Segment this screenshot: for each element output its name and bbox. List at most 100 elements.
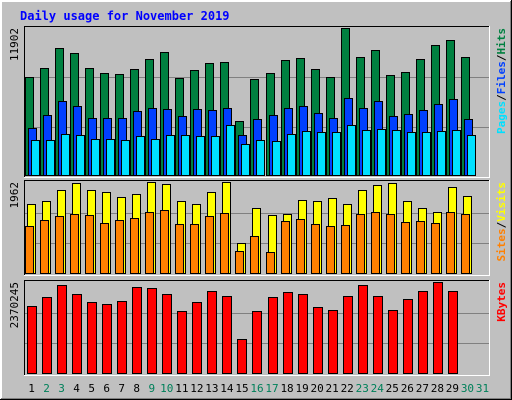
bar-pages-day-6 — [106, 139, 115, 176]
bar-pages-day-4 — [76, 135, 85, 176]
x-tick-label-day-27: 27 — [416, 382, 429, 395]
x-axis-day-labels: 1 2 3 4 5 6 7 8 9 10 11 12 13 14 15 16 17 18 19 20 21 22 23 24 2… — [28, 382, 489, 395]
bar-sites-day-9 — [145, 212, 154, 274]
bar-kbytes-day-22 — [343, 296, 353, 374]
bar-sites-day-26 — [401, 222, 410, 274]
bar-sites-day-19 — [296, 219, 305, 274]
bar-pages-day-24 — [377, 129, 386, 176]
x-tick-label-day-11: 11 — [175, 382, 188, 395]
bar-kbytes-day-18 — [283, 292, 293, 374]
bar-sites-day-12 — [190, 224, 199, 274]
bar-pages-day-22 — [347, 125, 356, 176]
bar-sites-day-23 — [356, 214, 365, 274]
legend-separator: / — [495, 94, 508, 101]
bar-sites-day-24 — [371, 212, 380, 274]
bar-pages-day-28 — [437, 131, 446, 176]
bar-kbytes-day-6 — [102, 304, 112, 374]
bar-pages-day-14 — [226, 125, 235, 176]
bar-kbytes-day-17 — [268, 297, 278, 374]
bar-pages-day-16 — [256, 140, 265, 176]
x-tick-label-day-13: 13 — [205, 382, 218, 395]
bar-pages-day-18 — [287, 134, 296, 176]
panel-kbytes-legend: KBytes — [495, 282, 508, 322]
x-tick-label-day-25: 25 — [386, 382, 399, 395]
bar-sites-day-5 — [85, 215, 94, 274]
bar-sites-day-2 — [40, 220, 49, 274]
panel-hits-max-label: 11902 — [8, 28, 21, 61]
chart-panels: 11902Pages/Files/Hits1962Sites/Visits237… — [8, 26, 508, 376]
bar-kbytes-day-20 — [313, 307, 323, 374]
bar-pages-day-8 — [136, 136, 145, 176]
bar-kbytes-day-2 — [42, 297, 52, 374]
x-tick-label-day-8: 8 — [133, 382, 140, 395]
bar-pages-day-26 — [407, 132, 416, 176]
bar-sites-day-7 — [115, 220, 124, 274]
bar-kbytes-day-27 — [418, 291, 428, 374]
bar-kbytes-day-29 — [448, 291, 458, 374]
x-tick-label-day-21: 21 — [326, 382, 339, 395]
x-tick-label-day-4: 4 — [73, 382, 80, 395]
bar-sites-day-17 — [266, 252, 275, 274]
bar-pages-day-7 — [121, 140, 130, 176]
legend-visits: Visits — [495, 182, 508, 222]
bar-kbytes-day-25 — [388, 310, 398, 374]
bar-kbytes-day-9 — [147, 288, 157, 374]
bar-sites-day-18 — [281, 221, 290, 274]
bar-kbytes-day-16 — [252, 311, 262, 374]
bar-kbytes-day-12 — [192, 302, 202, 374]
x-tick-label-day-24: 24 — [371, 382, 385, 395]
x-tick-label-day-15: 15 — [235, 382, 248, 395]
bar-pages-day-12 — [196, 136, 205, 176]
panel-kbytes-max-label: 2370245 — [8, 282, 21, 328]
legend-kbytes: KBytes — [495, 282, 508, 322]
bar-pages-day-3 — [61, 134, 70, 176]
x-tick-label-day-19: 19 — [295, 382, 308, 395]
bar-sites-day-16 — [250, 236, 259, 274]
bar-pages-day-9 — [151, 139, 160, 176]
bar-kbytes-day-4 — [72, 294, 82, 374]
bar-pages-day-21 — [332, 132, 341, 176]
panel-kbytes: 2370245 KBytes — [8, 280, 508, 376]
bar-sites-day-10 — [160, 210, 169, 274]
bar-kbytes-day-19 — [298, 294, 308, 374]
chart-title: Daily usage for November 2019 — [20, 9, 230, 23]
panel-visits-legend: Sites/Visits — [495, 182, 508, 262]
x-tick-label-day-6: 6 — [103, 382, 110, 395]
x-tick-label-day-10: 10 — [160, 382, 173, 395]
legend-sites: Sites — [495, 228, 508, 261]
bar-sites-day-30 — [461, 214, 470, 274]
bar-pages-day-30 — [467, 135, 476, 176]
x-tick-label-day-5: 5 — [88, 382, 95, 395]
x-tick-label-day-1: 1 — [28, 382, 35, 395]
bar-kbytes-day-13 — [207, 291, 217, 374]
bar-pages-day-27 — [422, 132, 431, 176]
x-tick-label-day-7: 7 — [118, 382, 125, 395]
legend-files: Files — [495, 61, 508, 94]
panel-visits: 1962 Sites/Visits — [8, 180, 508, 276]
x-tick-label-day-3: 3 — [58, 382, 65, 395]
bar-sites-day-6 — [100, 223, 109, 274]
bar-sites-day-25 — [386, 214, 395, 274]
x-tick-label-day-20: 20 — [311, 382, 324, 395]
bar-sites-day-11 — [175, 224, 184, 274]
bar-kbytes-day-24 — [373, 296, 383, 374]
bar-kbytes-day-8 — [132, 287, 142, 374]
x-tick-label-day-2: 2 — [43, 382, 50, 395]
x-tick-label-day-16: 16 — [250, 382, 263, 395]
bar-sites-day-8 — [130, 218, 139, 274]
panel-visits-max-label: 1962 — [8, 182, 21, 209]
bar-sites-day-28 — [431, 223, 440, 274]
bar-pages-day-15 — [241, 144, 250, 176]
bar-pages-day-29 — [452, 130, 461, 176]
bar-kbytes-day-28 — [433, 282, 443, 374]
bar-kbytes-day-3 — [57, 285, 67, 374]
legend-separator: / — [495, 221, 508, 228]
x-tick-label-day-18: 18 — [280, 382, 293, 395]
bar-kbytes-day-23 — [358, 285, 368, 374]
bar-kbytes-day-5 — [87, 302, 97, 374]
x-tick-label-day-22: 22 — [341, 382, 354, 395]
bar-sites-day-14 — [220, 213, 229, 274]
bar-kbytes-day-7 — [117, 301, 127, 374]
